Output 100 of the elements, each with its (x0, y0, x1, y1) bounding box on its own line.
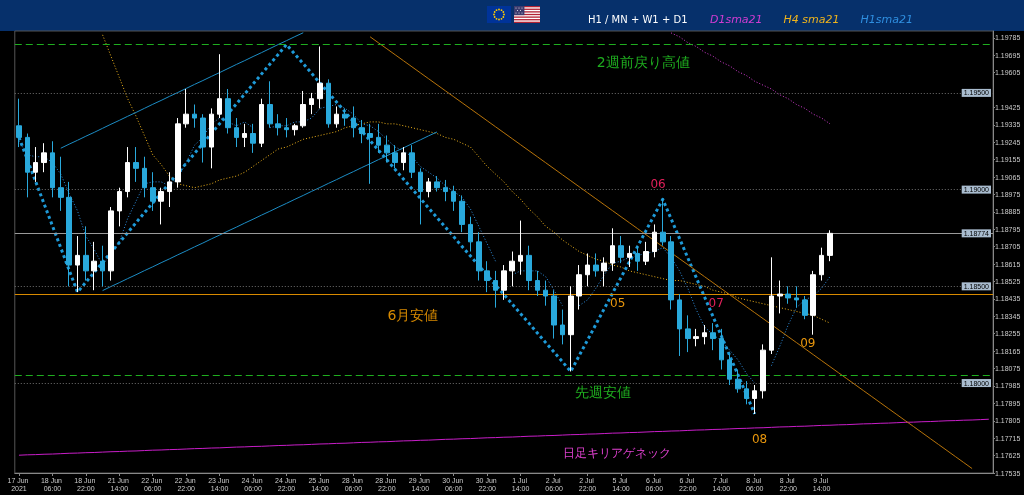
candlestick (359, 119, 365, 144)
candlestick (810, 270, 816, 336)
candlestick (217, 53, 222, 119)
candlestick (735, 369, 741, 394)
candlestick (576, 264, 582, 311)
candlestick (426, 177, 431, 198)
candlestick (451, 185, 456, 212)
candlestick (710, 322, 716, 351)
candlestick (560, 309, 565, 345)
candlestick (33, 146, 38, 183)
candlestick (585, 252, 590, 287)
candlestick (150, 171, 156, 212)
candlestick (367, 123, 373, 185)
candlestick (342, 107, 348, 127)
candlestick (777, 280, 783, 314)
candlestick (827, 229, 833, 262)
candlestick (459, 194, 465, 233)
annotation: 06 (650, 176, 666, 191)
ref-line-label: 先週安値 (574, 384, 631, 401)
candlestick (802, 295, 808, 320)
candlestick (259, 98, 264, 148)
candlestick (83, 225, 89, 282)
candlestick (66, 181, 72, 287)
candlestick (292, 123, 298, 136)
ref-line-label: 6月安値 (387, 307, 439, 324)
candlestick (334, 105, 339, 129)
line-series (102, 34, 831, 324)
candlestick (535, 270, 540, 297)
candlestick (744, 380, 749, 405)
candlestick (752, 384, 757, 415)
candlestick (267, 80, 273, 129)
candlestick (526, 245, 532, 291)
candlestick (484, 260, 490, 293)
candlestick (610, 227, 615, 272)
candlestick (668, 235, 674, 311)
candlestick (300, 90, 306, 129)
candlestick (418, 167, 423, 225)
candlestick (125, 146, 130, 198)
candlestick (518, 220, 523, 276)
candlestick (175, 117, 181, 189)
candlestick (409, 144, 415, 179)
candlestick (601, 256, 607, 287)
candlestick (133, 146, 139, 183)
candlestick (183, 88, 189, 129)
candlestick (91, 241, 97, 291)
annotation: 07 (708, 296, 724, 311)
candlestick (16, 98, 22, 148)
ref-line-label: 2週前戻り高値 (596, 53, 690, 70)
candlestick (719, 328, 724, 371)
candlestick (468, 216, 473, 253)
candlestick (593, 252, 599, 278)
candlestick (702, 324, 707, 345)
candlestick (677, 293, 682, 357)
candlestick (501, 264, 507, 301)
candlestick (317, 45, 323, 109)
candlestick (652, 223, 657, 258)
candlestick (250, 123, 256, 154)
annotation: 08 (751, 431, 768, 446)
candlestick (760, 343, 766, 400)
candlestick (225, 88, 231, 135)
candlestick (685, 314, 691, 353)
candlestick (117, 187, 122, 227)
candlestick (401, 146, 406, 171)
candlestick (167, 171, 172, 208)
candlestick (200, 113, 206, 164)
line-series (102, 131, 438, 292)
candlestick (727, 353, 732, 386)
candlestick (50, 140, 55, 198)
candlestick (242, 123, 247, 148)
candlestick (108, 206, 114, 282)
candlestick (660, 198, 666, 247)
candlestick (192, 104, 197, 129)
candlestick (618, 235, 624, 264)
candlestick (326, 78, 331, 129)
candlestick (309, 92, 314, 115)
candlestick (58, 156, 64, 212)
text: H4 sma21 (783, 13, 840, 26)
candlestick (142, 156, 147, 198)
text: D1sma21 (709, 13, 763, 26)
candlestick (568, 285, 574, 372)
candlestick (234, 117, 239, 148)
candlestick (392, 144, 398, 169)
text: H1sma21 (860, 13, 914, 26)
candlestick (443, 179, 448, 202)
candlestick (509, 251, 515, 287)
line-series (17, 43, 757, 416)
candlestick (543, 280, 548, 307)
candlestick (794, 285, 799, 309)
candlestick (284, 117, 289, 138)
annotation: 09 (800, 335, 816, 350)
line-series (60, 32, 304, 149)
annotation: 日足キリアゲネック (562, 446, 671, 461)
candlestick (100, 245, 105, 287)
candlestick (643, 241, 649, 266)
candlestick (693, 328, 699, 347)
candlestick (75, 235, 80, 293)
candlestick (434, 175, 440, 193)
candlestick (769, 256, 774, 355)
chart-title: H1 / MN + W1 + D1 (588, 13, 688, 25)
candlestick (819, 247, 824, 282)
